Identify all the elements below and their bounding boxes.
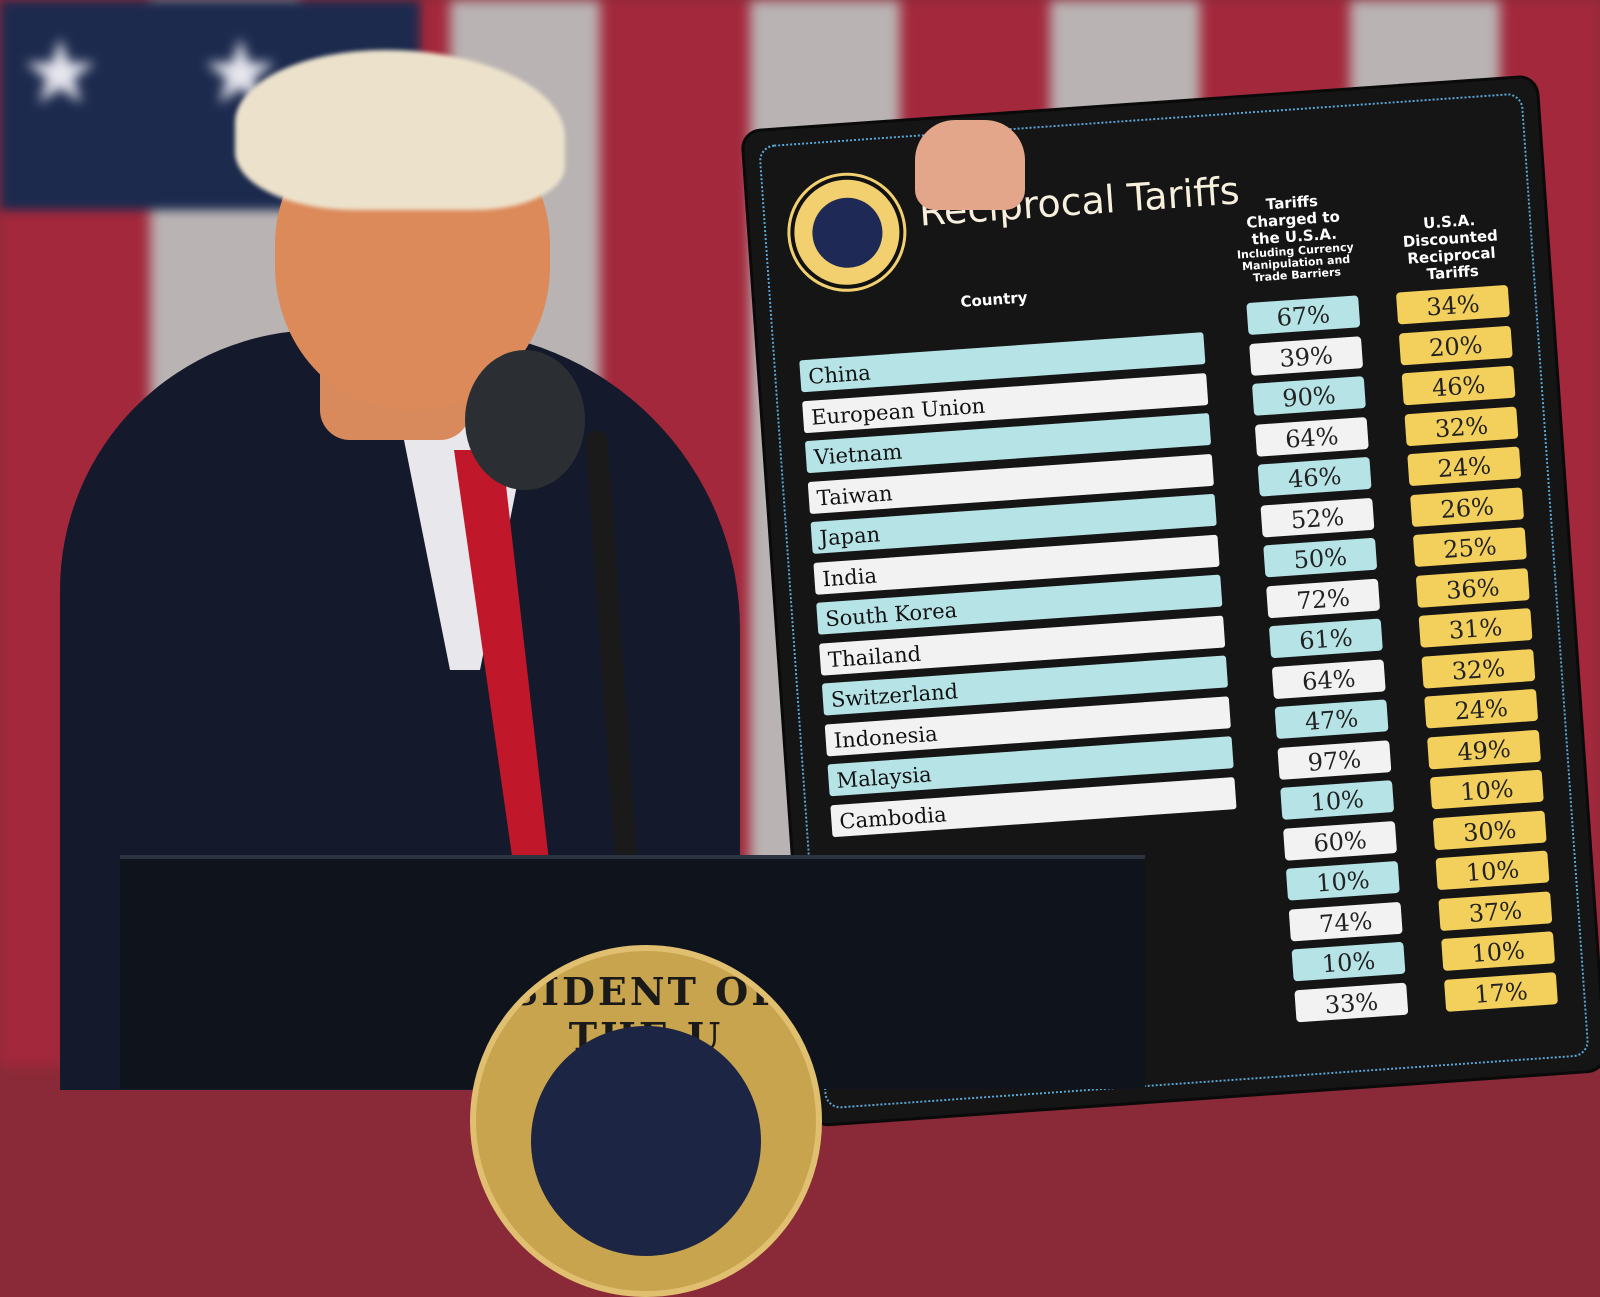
star-icon: ★ [20,20,101,125]
podium-seal: SIDENT OF THE U [470,945,822,1297]
speaker-hand [915,120,1025,210]
speaker-hair [235,50,565,210]
charged-header: Tariffs Charged to the U.S.A. Including … [1229,190,1360,286]
microphone [465,350,585,490]
discounted-header: U.S.A. Discounted Reciprocal Tariffs [1402,210,1499,284]
